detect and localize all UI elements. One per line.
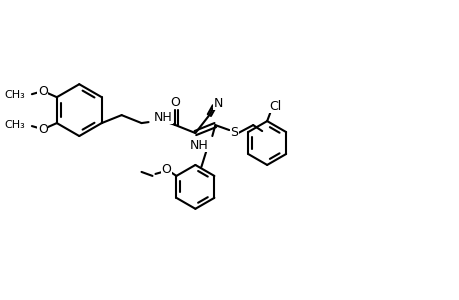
Text: CH₃: CH₃ (4, 120, 25, 130)
Text: O: O (38, 85, 48, 98)
Text: N: N (213, 97, 223, 110)
Text: O: O (161, 164, 171, 176)
Text: CH₃: CH₃ (4, 90, 25, 100)
Text: NH: NH (189, 139, 208, 152)
Text: O: O (38, 123, 48, 136)
Text: O: O (170, 96, 180, 109)
Text: NH: NH (153, 111, 172, 124)
Text: Cl: Cl (269, 100, 280, 112)
Text: S: S (230, 126, 238, 139)
